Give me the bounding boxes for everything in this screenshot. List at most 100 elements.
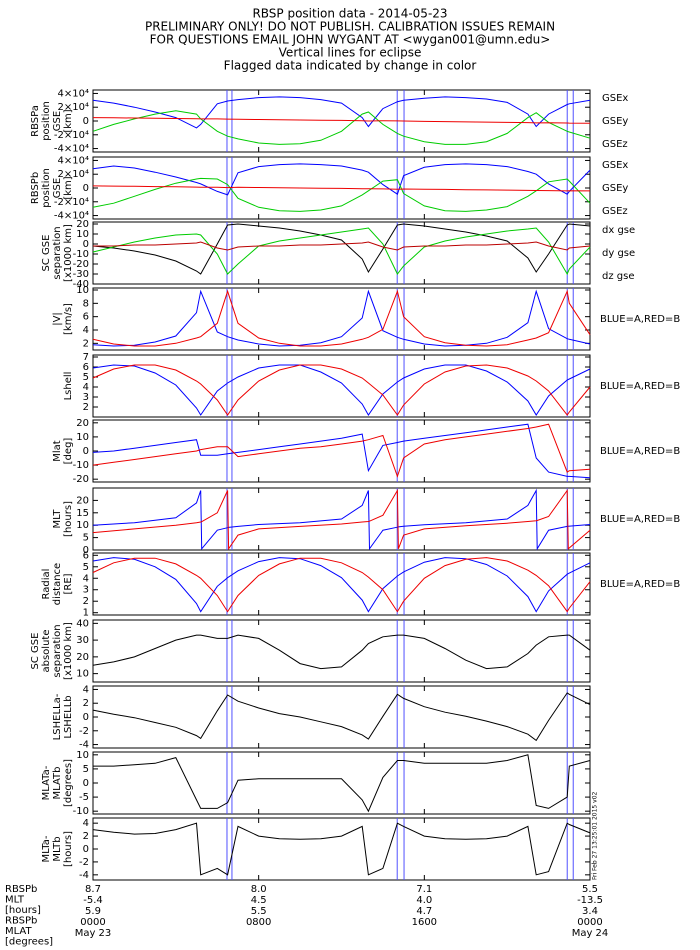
y-tick-label: 0 — [83, 545, 89, 556]
y-axis-label: position — [41, 168, 52, 208]
y-tick-label: -4×10⁴ — [54, 211, 89, 222]
data-line — [92, 223, 591, 275]
y-axis-label: RBSPa — [30, 105, 41, 137]
y-tick-label: 4 — [83, 573, 89, 584]
y-tick-label: 4 — [83, 325, 89, 336]
column-value: 5.5 — [251, 906, 267, 917]
data-line — [92, 227, 591, 276]
y-tick-label: 5 — [83, 372, 89, 383]
data-line — [92, 117, 591, 124]
column-value: 4.7 — [416, 906, 432, 917]
y-axis-label: GSE — [52, 178, 63, 198]
y-tick-label: -2 — [79, 857, 89, 868]
y-tick-label: 6 — [83, 550, 89, 561]
legend-note: BLUE=A,RED=B — [600, 314, 680, 325]
y-tick-label: 30 — [76, 635, 89, 646]
panel-frame — [92, 685, 591, 749]
panel-frame — [92, 552, 591, 616]
y-tick-label: 4 — [83, 684, 89, 695]
row-label: MLT — [5, 895, 25, 906]
y-axis-label: MLTa- — [41, 835, 52, 862]
data-line — [92, 488, 591, 551]
y-tick-label: -4×10⁴ — [54, 144, 89, 155]
y-axis-label: [RE] — [63, 573, 74, 594]
data-line — [92, 364, 591, 416]
panel-frame — [92, 419, 591, 483]
y-tick-label: 3 — [83, 585, 89, 596]
y-axis-label: |V| — [52, 312, 63, 326]
legend-entry: GSEy — [602, 116, 628, 127]
column-value: 0000 — [577, 917, 602, 928]
y-axis-label: LSHELLb — [63, 695, 74, 738]
legend-note: BLUE=A,RED=B — [600, 514, 680, 525]
y-axis-label: distance — [52, 563, 63, 605]
y-tick-label: 10 — [76, 285, 89, 296]
data-line — [92, 423, 591, 478]
panel-frame — [92, 619, 591, 683]
y-axis-label: RBSPb — [30, 172, 41, 204]
y-axis-label: [x1000 km] — [63, 622, 74, 680]
column-value: 8.7 — [85, 884, 101, 895]
y-tick-label: 20 — [76, 495, 89, 506]
legend-note: BLUE=A,RED=B — [600, 579, 680, 590]
y-tick-label: -5 — [79, 792, 89, 803]
data-line — [92, 289, 591, 347]
y-tick-label: 20 — [76, 418, 89, 429]
legend-entry: dx gse — [602, 225, 635, 236]
y-tick-label: 40 — [76, 618, 89, 629]
legend-entry: GSEy — [602, 183, 628, 194]
y-axis-label: MLT — [52, 509, 63, 529]
title-line: Flagged data indicated by change in colo… — [224, 59, 477, 73]
y-tick-label: -30 — [73, 269, 89, 280]
column-value: -13.5 — [577, 895, 603, 906]
y-tick-label: 4 — [83, 818, 89, 829]
y-tick-label: 15 — [76, 508, 89, 519]
y-axis-label: GSE — [52, 111, 63, 131]
y-tick-label: 10 — [76, 669, 89, 680]
y-tick-label: 10 — [76, 520, 89, 531]
y-tick-label: 4×10⁴ — [58, 155, 89, 166]
data-line — [92, 110, 591, 145]
y-tick-label: 20 — [76, 652, 89, 663]
data-line — [92, 423, 591, 479]
panel-frame — [92, 89, 591, 153]
column-value: 4.5 — [251, 895, 267, 906]
data-line — [92, 557, 591, 613]
data-line — [92, 557, 591, 613]
y-axis-label: [hours] — [63, 831, 74, 867]
legend-entry: GSEx — [602, 93, 628, 104]
column-value: 5.5 — [582, 884, 598, 895]
y-axis-label: MLATa- — [41, 765, 52, 800]
panel-frame — [92, 221, 591, 285]
y-tick-label: 2 — [83, 596, 89, 607]
legend-entry: dz gse — [602, 271, 635, 282]
y-tick-label: 10 — [76, 750, 89, 761]
y-tick-label: 4 — [83, 382, 89, 393]
y-tick-label: -10 — [73, 460, 89, 471]
legend-entry: GSEz — [602, 206, 628, 217]
y-axis-label: Mlat — [52, 440, 63, 462]
column-value: 1600 — [412, 917, 437, 928]
y-tick-label: 0 — [83, 844, 89, 855]
data-line — [92, 364, 591, 416]
y-tick-label: 20 — [76, 219, 89, 230]
column-value: -5.4 — [83, 895, 103, 906]
data-line — [93, 754, 591, 813]
y-axis-label: LSHELLa- — [52, 693, 63, 740]
data-line — [92, 634, 591, 670]
y-tick-label: -40 — [73, 279, 89, 290]
y-axis-label: separation — [52, 226, 63, 279]
data-line — [92, 822, 591, 876]
row-label: [hours] — [5, 905, 41, 916]
title-line: Vertical lines for eclipse — [279, 46, 422, 60]
row-label: RBSPb — [5, 884, 37, 895]
column-value: May 23 — [75, 928, 112, 939]
y-tick-label: -10 — [73, 249, 89, 260]
y-tick-label: 2×10⁴ — [58, 169, 89, 180]
y-axis-label: [hours] — [63, 501, 74, 537]
data-line — [93, 241, 591, 251]
y-axis-label: SC GSE — [41, 235, 52, 272]
title-line: FOR QUESTIONS EMAIL JOHN WYGANT AT <wyga… — [150, 33, 551, 47]
legend-note: BLUE=A,RED=B — [600, 446, 680, 457]
